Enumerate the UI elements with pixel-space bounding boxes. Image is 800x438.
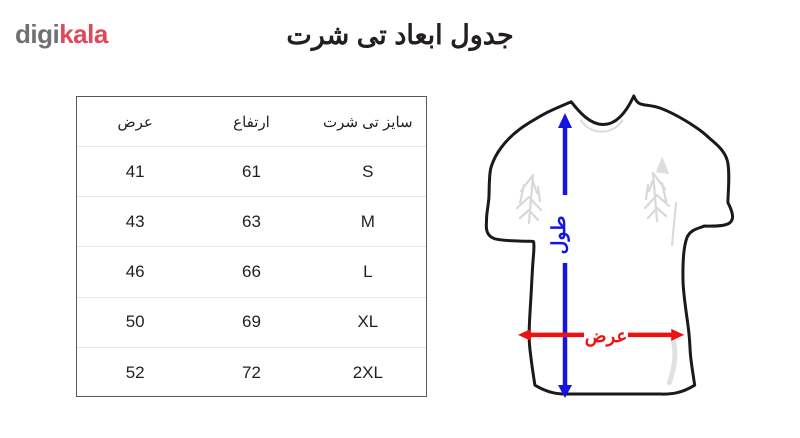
- svg-text:طول: طول: [549, 216, 570, 255]
- svg-text:عرض: عرض: [585, 326, 627, 347]
